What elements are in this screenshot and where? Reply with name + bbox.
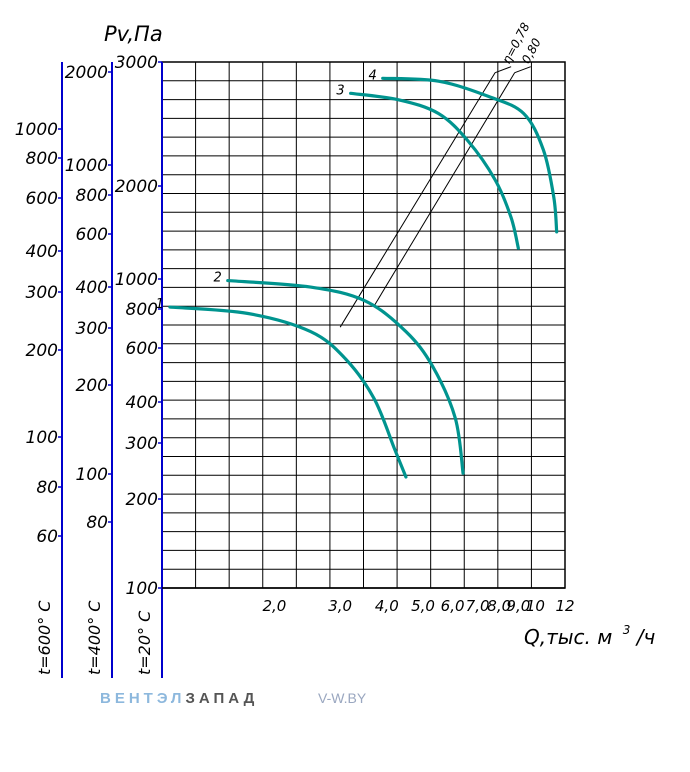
y-axis-1-tick-label: 600 [126, 339, 158, 359]
x-tick-label: 8,0 [487, 597, 511, 615]
y-axis-2-tick-label: 2000 [65, 63, 108, 83]
curve-label-1: 1 [156, 297, 164, 312]
y-axis-1-tick-label: 3000 [115, 53, 158, 73]
x-axis-title-tail: /ч [635, 625, 656, 649]
y-axis-1-temperature-label: t=20° C [135, 610, 154, 675]
y-axis-2-temperature-label: t=400° C [85, 600, 104, 675]
x-axis-title-sup: 3 [623, 623, 631, 637]
curve-4 [381, 76, 559, 234]
x-tick-label: 5,0 [411, 597, 435, 615]
y-axis-1-tick-label: 1000 [115, 270, 158, 290]
x-tick-label: 9,0 [506, 597, 530, 615]
x-tick-label: 2,0 [262, 597, 286, 615]
y-axis-3-tick-label: 200 [26, 341, 58, 361]
x-axis-title-main: Q,тыс. м [524, 625, 612, 649]
y-axis-2-tick-label: 400 [76, 278, 108, 298]
plot-grid [161, 61, 566, 589]
y-axis-3-tick-label: 100 [26, 428, 58, 448]
y-axis-1-tick-label: 800 [126, 300, 158, 320]
y-axis-3-tick-label: 400 [26, 242, 58, 262]
efficiency-line-1 [339, 72, 496, 328]
y-axis-1-tick-label: 2000 [115, 177, 158, 197]
efficiency-line-2 [373, 72, 516, 307]
curve-2 [226, 278, 465, 475]
curve-label-2: 2 [213, 271, 221, 286]
tick-labels: 3000 2000 1000 800 600 400 300 200 100 t=20° C 200… [15, 53, 575, 675]
efficiency-leader [514, 66, 531, 74]
y-axis-3-temperature-label: t=600° C [35, 600, 54, 675]
y-axis-2-tick-label: 800 [76, 186, 108, 206]
x-tick-label: 10 [526, 597, 545, 615]
performance-curves: 1 2 3 4 [156, 68, 559, 479]
curve-3 [349, 91, 520, 250]
y-axis-1-tick-label: 200 [126, 490, 158, 510]
brand-part-2: ЗАПАД [185, 690, 259, 707]
y-axis-3-tick-label: 80 [36, 478, 58, 498]
efficiency-lines: η=0,780,80 [339, 20, 544, 328]
curve-1 [168, 305, 408, 479]
y-axis-1-tick-label: 100 [126, 579, 158, 599]
x-tick-label: 12 [555, 597, 574, 615]
x-tick-label: 3,0 [328, 597, 352, 615]
x-tick-label: 4,0 [375, 597, 399, 615]
y-axis-1-tick-label: 300 [126, 434, 158, 454]
y-axis-3-tick-label: 800 [26, 149, 58, 169]
y-axis-3-tick-label: 60 [36, 527, 58, 547]
x-tick-label: 6,0 [441, 597, 465, 615]
y-axis-2-tick-label: 100 [76, 465, 108, 485]
y-axis-3-tick-label: 300 [26, 283, 58, 303]
y-axis-2-tick-label: 200 [76, 376, 108, 396]
y-axis-2-tick-label: 300 [76, 319, 108, 339]
x-axis-title: Q,тыс. м 3 /ч [524, 615, 655, 649]
brand-logo: ВЕНТЭЛЗАПАД [100, 690, 258, 707]
y-axis-title: Pv,Па [104, 22, 163, 46]
curve-label-3: 3 [336, 83, 344, 98]
y-axis-3-tick-label: 600 [26, 189, 58, 209]
x-tick-label: 7,0 [466, 597, 490, 615]
brand-website: V-W.BY [318, 690, 367, 706]
y-axis-3-tick-label: 1000 [15, 120, 58, 140]
efficiency-leader [494, 66, 512, 74]
curve-label-4: 4 [368, 68, 376, 83]
y-axis-2-tick-label: 1000 [65, 156, 108, 176]
y-axis-2-tick-label: 600 [76, 225, 108, 245]
y-axis-2-tick-label: 80 [86, 513, 108, 533]
brand-part-1: ВЕНТЭЛ [100, 690, 186, 707]
y-axis-1-tick-label: 400 [126, 393, 158, 413]
